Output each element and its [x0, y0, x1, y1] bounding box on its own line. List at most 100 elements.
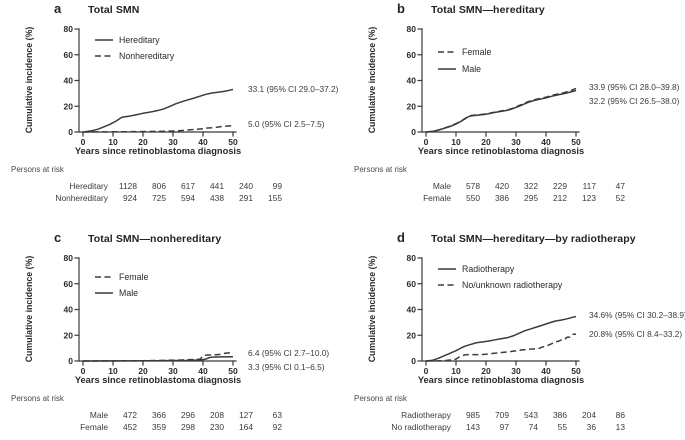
risk-count: 127 [239, 410, 253, 420]
curve-male [425, 89, 577, 133]
x-tick-label: 20 [481, 137, 491, 147]
legend-label: Female [462, 47, 491, 57]
legend-label: Hereditary [119, 35, 160, 45]
panel-title: Total SMN—hereditary [431, 4, 545, 16]
x-tick-label: 20 [481, 366, 491, 376]
curve-nonhereditary [82, 124, 234, 133]
risk-row: Male 472 366 296 208 127 63 [0, 410, 310, 422]
axes [421, 28, 580, 133]
x-axis-label: Years since retinoblastoma diagnosis [417, 146, 585, 156]
y-tick-label: 80 [64, 253, 74, 263]
risk-count: 123 [582, 192, 596, 203]
risk-row: Nonhereditary 924 725 594 438 291 155 [0, 193, 310, 205]
annotation-estimate-2: 32.2 (95% CI 26.5–38.0) [589, 96, 680, 106]
risk-row: Male 578 420 322 229 117 47 [343, 181, 653, 193]
risk-count: 230 [210, 421, 224, 432]
x-tick-label: 50 [228, 366, 238, 376]
risk-row: Female 550 386 295 212 123 52 [343, 193, 653, 205]
x-tick-label: 10 [451, 366, 461, 376]
y-tick-label: 40 [407, 305, 417, 315]
y-tick-label: 40 [64, 305, 74, 315]
risk-row-label: Nonhereditary [55, 192, 108, 203]
y-tick-label: 0 [411, 127, 416, 137]
y-tick-label: 20 [407, 101, 417, 111]
persons-at-risk-heading: Persons at risk [354, 394, 407, 403]
x-tick-label: 0 [424, 137, 429, 147]
panel-title: Total SMN [88, 4, 140, 16]
panel-a: a Total SMN Cumulative incidence (%) 0 20… [0, 0, 342, 220]
risk-count: 74 [528, 421, 538, 432]
risk-count: 204 [582, 410, 596, 420]
persons-at-risk-table: Radiotherapy 985 709 543 386 204 86 No radiothe… [343, 410, 653, 433]
risk-count: 86 [615, 410, 625, 420]
annotation-estimate-2: 5.0 (95% CI 2.5–7.5) [248, 119, 325, 129]
plot-canvas: 0 20 40 60 80 0 10 20 30 40 50 Female Male [64, 253, 238, 376]
panel-d: d Total SMN—hereditary—by radiotherapy C… [343, 220, 685, 440]
risk-count: 47 [615, 181, 625, 191]
risk-count: 322 [524, 181, 538, 191]
y-tick-label: 60 [407, 279, 417, 289]
panel-b-inner: b Total SMN—hereditary Cumulative incide… [343, 0, 685, 220]
x-tick-label: 30 [511, 366, 521, 376]
y-tick-label: 0 [411, 356, 416, 366]
risk-row-label: Female [80, 421, 108, 432]
risk-count: 452 [123, 421, 137, 432]
x-tick-label: 40 [541, 366, 551, 376]
plot-canvas: 0 20 40 60 80 0 10 20 30 40 50 Hereditary Nonheredit… [64, 24, 238, 147]
x-axis-label: Years since retinoblastoma diagnosis [74, 375, 242, 385]
y-tick-label: 80 [64, 24, 74, 34]
annotation-estimate-1: 33.1 (95% CI 29.0–37.2) [248, 84, 339, 94]
y-tick-label: 60 [64, 279, 74, 289]
risk-count: 441 [210, 181, 224, 191]
risk-count: 155 [268, 192, 282, 203]
panel-c: c Total SMN—nonhereditary Cumulative inc… [0, 220, 342, 440]
x-tick-label: 50 [228, 137, 238, 147]
annotation-estimate-1: 6.4 (95% CI 2.7–10.0) [248, 348, 330, 358]
x-tick-label: 0 [424, 366, 429, 376]
x-tick-label: 0 [81, 366, 86, 376]
x-tick-label: 20 [138, 366, 148, 376]
panel-letter: d [397, 230, 405, 245]
risk-count: 386 [495, 192, 509, 203]
risk-count: 806 [152, 181, 166, 191]
risk-count: 97 [499, 421, 509, 432]
x-tick-label: 40 [198, 366, 208, 376]
y-tick-label: 80 [407, 253, 417, 263]
panel-c-inner: c Total SMN—nonhereditary Cumulative inc… [0, 229, 342, 440]
y-tick-label: 20 [64, 101, 74, 111]
risk-count: 229 [553, 181, 567, 191]
risk-row-label: Hereditary [69, 181, 108, 191]
risk-row-label: No radiotherapy [391, 421, 451, 432]
x-tick-label: 40 [541, 137, 551, 147]
plot-canvas: 0 20 40 60 80 0 10 20 30 40 50 Female Male [407, 24, 581, 147]
risk-count: 366 [152, 410, 166, 420]
risk-count: 386 [553, 410, 567, 420]
panel-b: b Total SMN—hereditary Cumulative incide… [343, 0, 685, 220]
x-tick-label: 20 [138, 137, 148, 147]
panel-letter: b [397, 1, 405, 16]
risk-count: 359 [152, 421, 166, 432]
risk-count: 296 [181, 410, 195, 420]
x-tick-label: 10 [451, 137, 461, 147]
panel-d-inner: d Total SMN—hereditary—by radiotherapy C… [343, 229, 685, 440]
risk-row-label: Male [432, 181, 451, 191]
x-tick-label: 50 [571, 137, 581, 147]
curve-radiotherapy [425, 315, 577, 362]
legend-label: Female [119, 272, 148, 282]
x-tick-label: 10 [108, 366, 118, 376]
x-tick-label: 50 [571, 366, 581, 376]
panel-letter: c [54, 230, 62, 245]
x-axis-label: Years since retinoblastoma diagnosis [417, 375, 585, 385]
plot-canvas: 0 20 40 60 80 0 10 20 30 40 50 Radiotherapy No/unkno… [407, 253, 581, 376]
risk-count: 298 [181, 421, 195, 432]
risk-row: Female 452 359 298 230 164 92 [0, 422, 310, 434]
persons-at-risk-table: Male 578 420 322 229 117 47 Female 550 386 295 212 1… [343, 181, 653, 204]
axes [78, 257, 237, 362]
annotation-estimate-2: 20.8% (95% CI 8.4–33.2) [589, 329, 683, 339]
annotation-estimate-2: 3.3 (95% CI 0.1–6.5) [248, 362, 325, 372]
risk-count: 55 [557, 421, 567, 432]
risk-count: 99 [272, 181, 282, 191]
x-tick-label: 40 [198, 137, 208, 147]
x-tick-label: 30 [168, 137, 178, 147]
